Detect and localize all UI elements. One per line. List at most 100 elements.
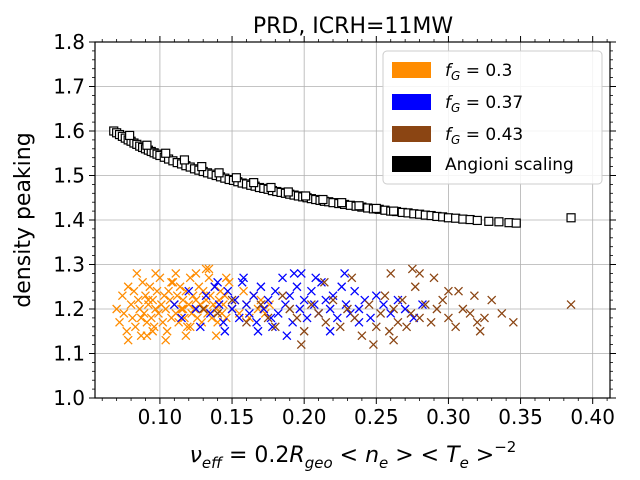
data-point — [133, 295, 143, 305]
y-tick-label: 1.8 — [53, 30, 85, 54]
tick-layer: 0.10 0.15 0.20 0.25 0.30 0.35 0.40 1.0 1.1 1.2 1.3… — [53, 30, 616, 429]
data-point — [148, 326, 158, 336]
data-point — [475, 326, 485, 336]
legend: fG = 0.3 fG = 0.37 fG = 0.43 Angioni sca… — [382, 50, 603, 185]
data-point — [171, 308, 181, 318]
data-point — [278, 291, 287, 301]
data-point — [201, 264, 211, 274]
data-point — [244, 308, 254, 318]
data-point — [256, 295, 266, 305]
data-point — [185, 273, 195, 283]
data-point — [128, 313, 137, 323]
data-point — [566, 300, 576, 310]
data-point — [393, 317, 403, 327]
data-point — [328, 295, 338, 305]
data-layer — [109, 126, 576, 350]
data-point — [402, 322, 412, 332]
data-point — [285, 304, 295, 314]
data-point — [249, 178, 259, 188]
data-point — [407, 264, 417, 274]
data-point — [418, 300, 427, 310]
data-point — [213, 308, 223, 318]
data-point — [278, 273, 287, 283]
data-point — [410, 282, 420, 292]
data-point — [198, 286, 208, 296]
data-point — [306, 300, 316, 310]
legend-box — [382, 50, 603, 185]
data-point — [309, 300, 319, 310]
data-point — [214, 168, 224, 178]
data-point — [168, 277, 178, 287]
data-point — [292, 282, 302, 292]
data-point — [389, 206, 399, 216]
x-tick-label: 0.10 — [138, 405, 183, 429]
data-point — [389, 304, 399, 314]
data-point — [415, 313, 425, 323]
data-point — [443, 313, 453, 323]
data-point — [129, 286, 139, 296]
data-point — [335, 322, 345, 332]
data-point — [191, 304, 201, 314]
data-point — [321, 317, 331, 327]
data-point — [270, 322, 280, 332]
legend-swatch-fg037 — [392, 94, 431, 110]
data-point — [145, 282, 155, 292]
data-point — [204, 264, 214, 274]
data-point — [273, 308, 283, 318]
data-point — [429, 273, 439, 283]
data-point — [400, 304, 410, 314]
x-tick-label: 0.30 — [426, 405, 471, 429]
data-point — [301, 191, 311, 201]
data-point — [337, 198, 347, 208]
data-point — [223, 286, 233, 296]
data-point — [115, 317, 124, 327]
y-axis-label: density peaking — [11, 132, 36, 307]
x-label-gt1: > — [388, 443, 420, 468]
data-point — [169, 300, 179, 310]
data-point — [231, 173, 241, 183]
data-point — [263, 313, 273, 323]
data-point — [162, 326, 172, 336]
data-point — [142, 331, 152, 341]
data-point — [302, 313, 312, 323]
data-point — [191, 268, 201, 278]
data-point — [122, 326, 132, 336]
x-label-nu-sub: eff — [202, 454, 224, 472]
data-point — [299, 326, 309, 336]
data-point — [443, 286, 453, 296]
data-point — [139, 308, 149, 318]
data-point — [350, 286, 360, 296]
y-tick-label: 1.6 — [53, 119, 85, 143]
data-point — [487, 295, 497, 305]
data-point — [451, 322, 461, 332]
data-point — [205, 291, 215, 301]
data-point — [458, 304, 468, 314]
data-point — [221, 313, 231, 323]
data-point — [141, 291, 150, 301]
y-tick-label: 1.1 — [53, 342, 85, 366]
data-point — [350, 313, 360, 323]
data-point — [389, 335, 399, 345]
data-point — [161, 335, 171, 345]
legend-label-fg03: fG = 0.3 — [445, 61, 512, 83]
data-point — [190, 304, 199, 314]
data-point — [138, 277, 148, 287]
data-point — [306, 286, 316, 296]
data-point — [166, 277, 176, 287]
data-point — [469, 291, 479, 301]
data-point — [112, 304, 122, 314]
data-point — [311, 273, 321, 283]
data-point — [332, 313, 342, 323]
data-point — [239, 286, 249, 296]
y-tick-label: 1.2 — [53, 297, 85, 321]
data-point — [267, 322, 277, 332]
data-point — [205, 308, 215, 318]
data-point — [354, 201, 364, 211]
y-tick-label: 1.4 — [53, 208, 85, 232]
data-point — [266, 182, 276, 193]
series-fg-0-3 — [112, 264, 275, 345]
data-point — [151, 304, 161, 314]
data-point — [213, 277, 223, 287]
data-point — [177, 304, 187, 314]
